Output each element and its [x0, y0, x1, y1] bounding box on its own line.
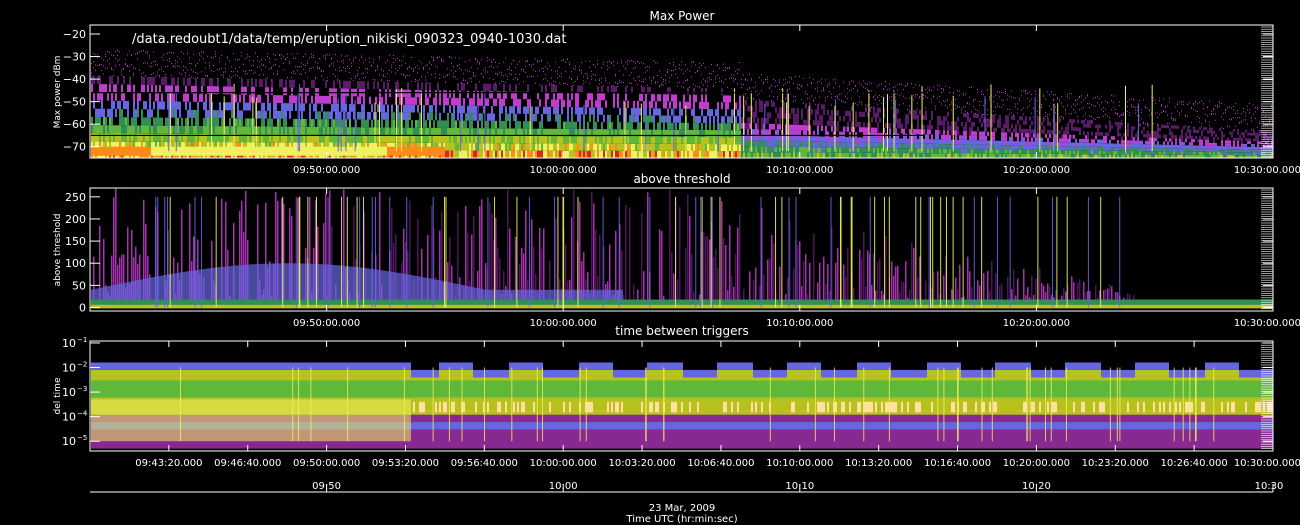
bottom-x-tick-label: 10:10 [785, 481, 814, 492]
x-tick-label: 10:26:40.000 [1161, 458, 1228, 469]
y-tick-label: 10 [62, 337, 76, 350]
bottom-time-axis: 09:50 10:00 10:10 10:20 10:30 23 Mar, 2009 T… [90, 481, 1283, 525]
x-tick-label: 09:53:20.000 [372, 458, 439, 469]
y-tick-label: −40 [63, 73, 86, 86]
x-tick-label: 10:13:20.000 [845, 458, 912, 469]
y-tick-label: 150 [65, 235, 86, 248]
axes-time-between-triggers: 10−510−410−310−210 −109:43:20.000 09:46:40… [62, 336, 1300, 469]
x-tick-label: 10:20:00.000 [1003, 165, 1070, 176]
data-file-path: /data.redoubt1/data/temp/eruption_nikisk… [132, 32, 566, 47]
date-label: 23 Mar, 2009 [649, 503, 716, 514]
panel-title-max-power: Max Power [650, 9, 715, 23]
x-tick-label: 10:06:40.000 [687, 458, 754, 469]
x-tick-label: 09:46:40.000 [214, 458, 281, 469]
y-tick-label: 250 [65, 191, 86, 204]
y-axis-label-above-threshold: above threshold [53, 214, 63, 287]
bottom-x-tick-label: 10:00 [549, 481, 578, 492]
bottom-x-tick-label: 10:30 [1255, 481, 1284, 492]
x-tick-label: 10:16:40.000 [924, 458, 991, 469]
y-tick-label: 10 [62, 435, 76, 448]
y-tick-label: 10 [62, 386, 76, 399]
panel-max-power: Max Power −20 −30 −40 −50 −60 −70 09:50:00.000… [53, 9, 1300, 176]
panel-time-between-triggers: time between triggers 10−510−410−310−210… [53, 324, 1300, 469]
y-tick-label: 10 [62, 362, 76, 375]
x-tick-label: 10:10:00.000 [766, 318, 833, 329]
x-tick-label: 09:43:20.000 [135, 458, 202, 469]
y-minor-ticks-right [1261, 342, 1273, 452]
x-tick-label: 09:50:00.000 [293, 165, 360, 176]
y-axis-label-max-power: Max power dBm [53, 56, 63, 129]
x-tick-label: 10:00:00.000 [530, 165, 597, 176]
y-tick-label: 50 [72, 279, 86, 292]
panel-title-time-between-triggers: time between triggers [615, 324, 748, 338]
y-minor-ticks-right [1261, 26, 1273, 158]
y-tick-label: 10 [62, 411, 76, 424]
density-field-max-power [90, 49, 1273, 158]
density-field-time-between-triggers [91, 362, 1273, 449]
y-tick-exponent: −1 [77, 336, 87, 344]
y-tick-label: 200 [65, 213, 86, 226]
y-tick-label: 100 [65, 257, 86, 270]
x-tick-label: 10:20:00.000 [1003, 318, 1070, 329]
plot-frame-max-power [89, 24, 1274, 159]
x-tick-label: 09:56:40.000 [451, 458, 518, 469]
axes-max-power: −20 −30 −40 −50 −60 −70 09:50:00.000 10:00:00.0… [63, 25, 1300, 176]
y-tick-label: 0 [79, 301, 86, 314]
x-tick-label: 10:30:00.000 [1234, 458, 1300, 469]
y-tick-exponent: −4 [77, 410, 88, 418]
panel-title-above-threshold: above threshold [633, 172, 730, 186]
x-tick-label: 10:10:00.000 [766, 458, 833, 469]
x-tick-label: 10:20:00.000 [1003, 458, 1070, 469]
time-axis-title: Time UTC (hr:min:sec) [625, 514, 737, 525]
x-tick-label: 10:30:00.000 [1234, 318, 1300, 329]
bottom-x-tick-label: 09:50 [312, 481, 341, 492]
y-tick-label: −20 [63, 28, 86, 41]
x-tick-label: 10:00:00.000 [530, 458, 597, 469]
x-tick-label: 09:50:00.000 [293, 458, 360, 469]
bottom-x-tick-label: 10:20 [1022, 481, 1051, 492]
bottom-axis-ticks: 09:50 10:00 10:10 10:20 10:30 [312, 481, 1283, 492]
y-tick-exponent: −3 [77, 385, 87, 393]
x-tick-label: 10:00:00.000 [530, 318, 597, 329]
x-tick-label: 10:03:20.000 [608, 458, 675, 469]
density-field-above-threshold [91, 188, 1273, 309]
y-axis-label-del-time: del time [53, 377, 63, 414]
y-tick-exponent: −2 [77, 361, 87, 369]
y-tick-label: −70 [63, 141, 86, 154]
axes-above-threshold: 0 50 100 150 200 250 09:50:00.000 10:00:00.000 1… [65, 188, 1300, 329]
x-tick-label: 09:50:00.000 [293, 318, 360, 329]
y-tick-label: −50 [63, 96, 86, 109]
y-tick-label: −30 [63, 51, 86, 64]
x-tick-label: 10:23:20.000 [1082, 458, 1149, 469]
y-tick-label: −60 [63, 118, 86, 131]
x-tick-label: 10:30:00.000 [1234, 165, 1300, 176]
x-tick-label: 10:10:00.000 [766, 165, 833, 176]
y-tick-exponent: −5 [77, 434, 87, 442]
panel-above-threshold: above threshold 0 50 100 150 200 250 09:50:00.… [53, 172, 1300, 329]
y-minor-ticks-right [1261, 189, 1273, 312]
